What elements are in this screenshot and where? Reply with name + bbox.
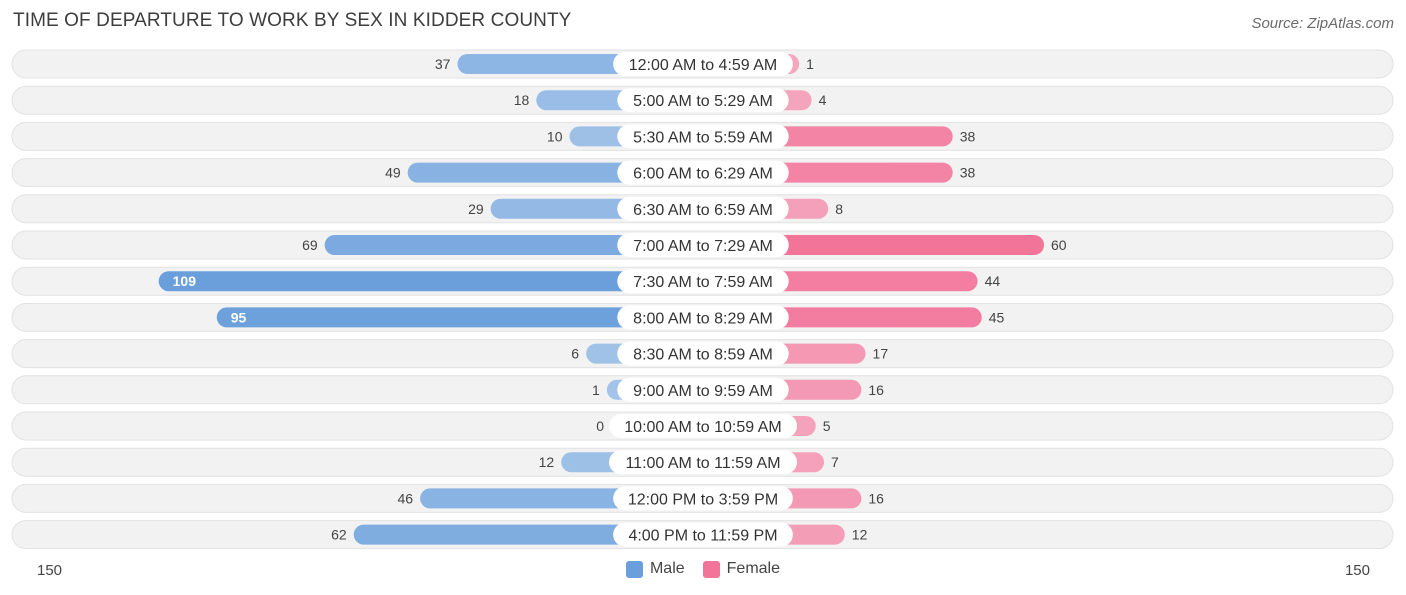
bar-male	[158, 271, 703, 292]
value-label-male: 6	[571, 346, 579, 362]
category-label-pill	[617, 196, 789, 221]
value-label-female: 45	[989, 309, 1005, 325]
legend-swatch-female	[702, 560, 720, 578]
category-label: 6:30 AM to 6:59 AM	[633, 202, 773, 219]
category-label-pill	[617, 124, 789, 149]
category-label: 12:00 AM to 4:59 AM	[629, 57, 778, 74]
value-label-male: 12	[539, 454, 555, 470]
value-label-female: 16	[868, 382, 884, 398]
value-label-female: 1	[806, 56, 814, 72]
category-label-pill	[617, 269, 789, 294]
value-label-male: 0	[596, 418, 604, 434]
value-label-female: 8	[835, 201, 843, 217]
category-label-pill	[617, 88, 789, 113]
category-label: 4:00 PM to 11:59 PM	[628, 528, 777, 545]
value-label-female: 16	[868, 490, 884, 506]
category-label: 7:00 AM to 7:29 AM	[633, 238, 773, 255]
value-label-male: 29	[468, 201, 484, 217]
bar-male	[216, 307, 703, 328]
value-label-female: 38	[960, 128, 976, 144]
legend-item-male: Male	[625, 560, 685, 578]
value-label-female: 12	[852, 527, 868, 543]
value-label-male: 10	[547, 128, 563, 144]
value-label-male: 109	[173, 273, 197, 289]
value-label-female: 5	[823, 418, 831, 434]
legend: Male Female	[0, 560, 1406, 578]
category-label: 10:00 AM to 10:59 AM	[624, 419, 781, 436]
value-label-female: 38	[960, 165, 976, 181]
source-label: Source: ZipAtlas.com	[1251, 15, 1394, 32]
category-label-pill	[609, 450, 797, 475]
value-label-female: 4	[819, 92, 827, 108]
legend-swatch-male	[625, 560, 643, 578]
category-label: 5:30 AM to 5:59 AM	[633, 129, 773, 146]
category-label-pill	[609, 414, 797, 438]
category-label: 9:00 AM to 9:59 AM	[633, 383, 773, 400]
category-label-pill	[613, 522, 793, 547]
legend-label-male: Male	[649, 560, 685, 577]
value-label-male: 46	[398, 490, 414, 506]
category-label: 5:00 AM to 5:29 AM	[633, 93, 773, 110]
value-label-male: 49	[385, 165, 401, 181]
value-label-female: 17	[873, 346, 889, 362]
value-label-female: 44	[985, 273, 1001, 289]
category-label: 12:00 PM to 3:59 PM	[628, 491, 778, 508]
category-label-pill	[617, 233, 789, 257]
category-label: 8:00 AM to 8:29 AM	[633, 310, 773, 327]
value-label-male: 62	[331, 527, 347, 543]
value-label-male: 69	[302, 237, 318, 253]
value-label-male: 95	[231, 309, 247, 325]
category-label: 8:30 AM to 8:59 AM	[633, 347, 773, 364]
legend-label-female: Female	[726, 560, 781, 577]
value-label-female: 7	[831, 454, 839, 470]
value-label-female: 60	[1051, 237, 1067, 253]
bar-male	[324, 235, 703, 255]
category-label-pill	[617, 341, 789, 366]
category-label: 6:00 AM to 6:29 AM	[633, 166, 773, 183]
category-label-pill	[617, 160, 789, 185]
category-label-pill	[617, 377, 789, 402]
category-label-pill	[613, 52, 793, 76]
value-label-male: 1	[592, 382, 600, 398]
axis-left-label: 150	[37, 562, 63, 579]
category-label-pill	[613, 486, 793, 511]
legend-item-female: Female	[702, 560, 781, 578]
category-label: 11:00 AM to 11:59 AM	[625, 455, 780, 472]
value-label-male: 37	[435, 56, 451, 72]
value-label-male: 18	[514, 92, 530, 108]
category-label: 7:30 AM to 7:59 AM	[633, 274, 773, 291]
chart-title: TIME OF DEPARTURE TO WORK BY SEX IN KIDD…	[13, 10, 572, 31]
bar-female	[703, 235, 1044, 255]
axis-right-label: 150	[1344, 562, 1370, 579]
category-label-pill	[617, 305, 789, 330]
